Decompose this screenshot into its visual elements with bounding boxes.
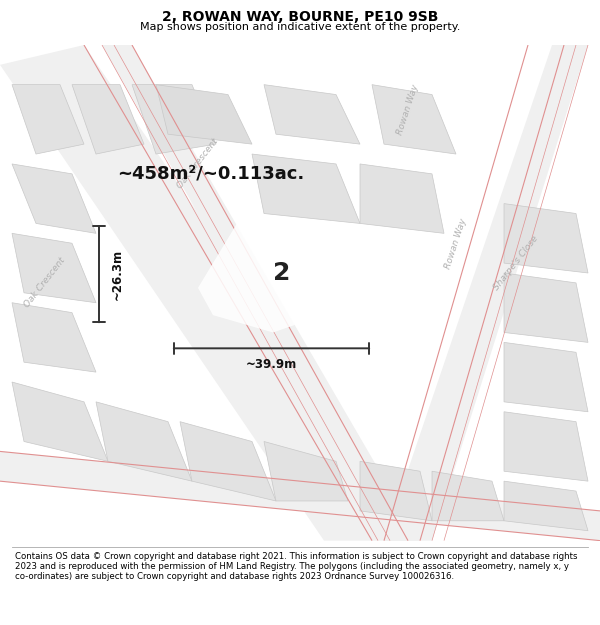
Polygon shape	[96, 402, 192, 481]
Polygon shape	[432, 471, 504, 521]
Polygon shape	[0, 45, 420, 541]
Text: Rowan Way: Rowan Way	[395, 83, 421, 136]
Polygon shape	[12, 302, 96, 372]
Text: ~26.3m: ~26.3m	[111, 249, 124, 300]
Polygon shape	[180, 422, 276, 501]
Text: ~458m²/~0.113ac.: ~458m²/~0.113ac.	[117, 165, 304, 183]
Polygon shape	[12, 164, 96, 233]
Polygon shape	[264, 84, 360, 144]
Polygon shape	[0, 451, 600, 541]
Text: Oak Crescent: Oak Crescent	[176, 138, 220, 191]
Text: 2: 2	[274, 261, 290, 285]
Polygon shape	[12, 233, 96, 302]
Polygon shape	[372, 84, 456, 154]
Polygon shape	[12, 382, 108, 461]
Text: Rowan Way: Rowan Way	[443, 217, 469, 269]
Polygon shape	[504, 481, 588, 531]
Text: Oak Crescent: Oak Crescent	[23, 256, 67, 309]
Polygon shape	[504, 342, 588, 412]
Text: 2, ROWAN WAY, BOURNE, PE10 9SB: 2, ROWAN WAY, BOURNE, PE10 9SB	[162, 10, 438, 24]
Text: Map shows position and indicative extent of the property.: Map shows position and indicative extent…	[140, 22, 460, 32]
Polygon shape	[72, 84, 144, 154]
Polygon shape	[252, 154, 360, 223]
Polygon shape	[264, 441, 348, 501]
Polygon shape	[132, 84, 216, 154]
Polygon shape	[102, 45, 420, 541]
Polygon shape	[504, 273, 588, 342]
Polygon shape	[198, 223, 354, 332]
Text: ~39.9m: ~39.9m	[246, 358, 297, 371]
Polygon shape	[12, 84, 84, 154]
Polygon shape	[360, 164, 444, 233]
Text: Sharpe's Close: Sharpe's Close	[492, 234, 540, 292]
Polygon shape	[156, 84, 252, 144]
Text: Contains OS data © Crown copyright and database right 2021. This information is : Contains OS data © Crown copyright and d…	[15, 552, 577, 581]
Polygon shape	[384, 45, 588, 541]
Polygon shape	[504, 204, 588, 273]
Polygon shape	[504, 412, 588, 481]
Polygon shape	[360, 461, 432, 521]
